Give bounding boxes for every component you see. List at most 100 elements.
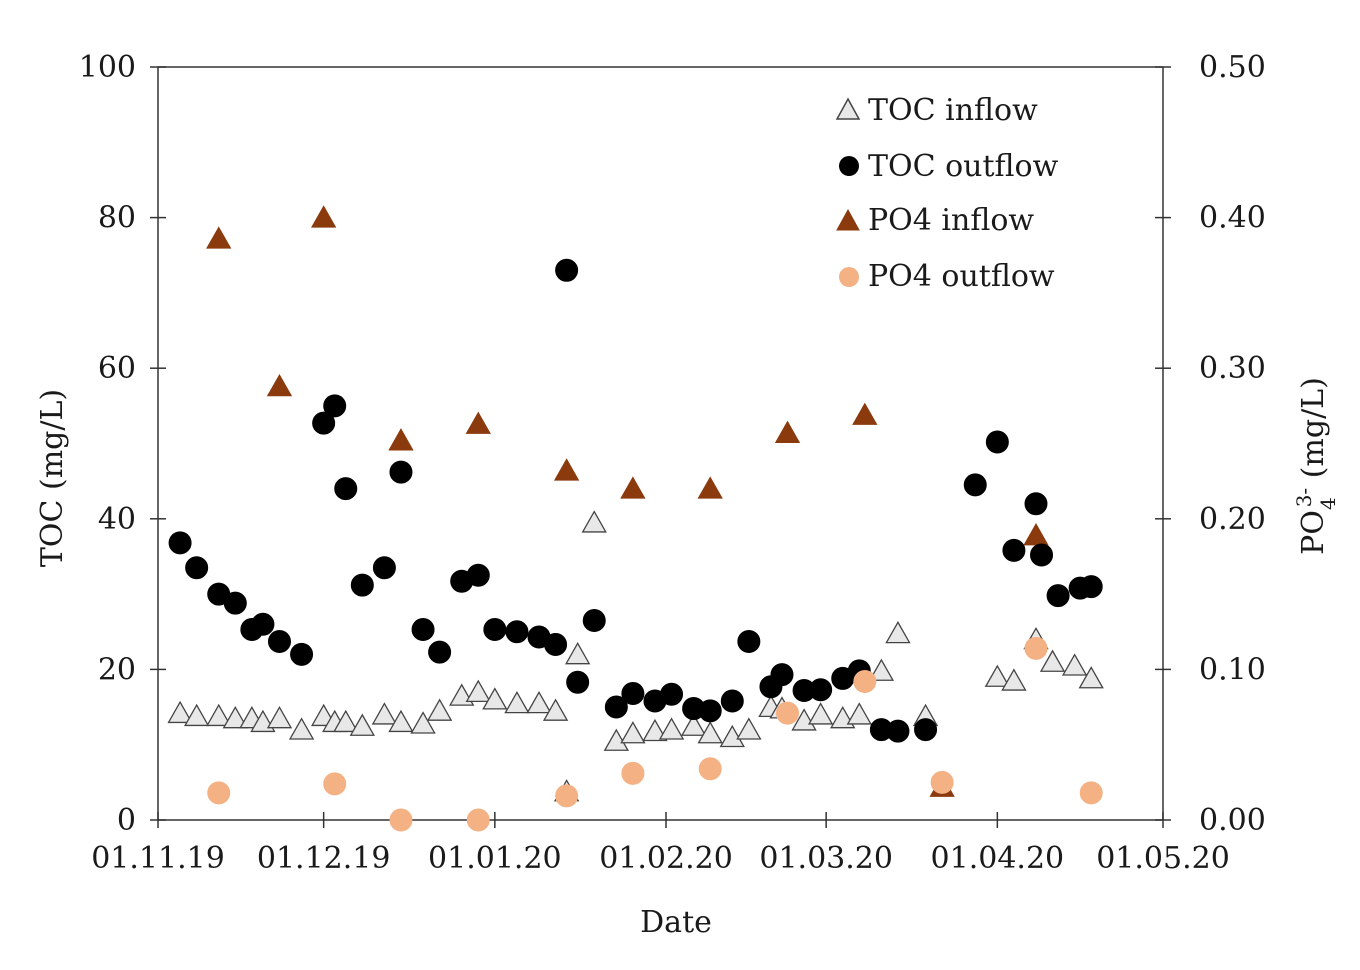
point-toc-outflow [389,460,413,484]
point-toc-outflow [312,411,336,435]
point-po4-inflow [620,476,646,499]
legend-marker-po4-outflow [839,267,859,287]
point-toc-outflow [604,695,628,719]
point-toc-inflow [658,717,685,740]
legend-item-toc-outflow: TOC outflow [839,149,1059,184]
point-toc-outflow [1046,584,1070,608]
series-toc-inflow [167,510,1104,802]
point-po4-inflow [553,458,580,481]
point-po4-outflow [323,772,347,796]
point-toc-inflow [526,690,552,714]
point-toc-outflow [914,718,938,742]
legend-item-po4-inflow: PO4 inflow [836,203,1034,238]
point-toc-outflow [555,258,579,282]
y-axis-right-title-unit: (mg/L) [1296,377,1331,488]
point-toc-inflow [288,717,315,740]
y-right-tick-label: 0.10 [1199,652,1266,687]
point-toc-inflow [680,713,707,736]
x-tick-label: 01.12.19 [257,841,391,876]
y-left-tick-label: 80 [98,201,136,236]
point-toc-outflow [372,556,396,580]
point-toc-inflow [371,702,398,725]
point-po4-outflow [207,781,231,805]
x-axis-title: Date [640,905,712,940]
legend-marker-po4-inflow [836,208,860,231]
legend: TOC inflow TOC outflow PO4 inflow PO4 ou… [835,93,1059,294]
point-toc-inflow [167,700,193,724]
point-toc-inflow [183,703,210,727]
point-toc-outflow [223,591,247,615]
point-po4-inflow [1023,523,1049,546]
point-toc-outflow [582,608,606,632]
point-toc-inflow [807,702,834,725]
point-toc-inflow [565,642,591,665]
y-left-tick-label: 100 [79,50,136,85]
point-toc-outflow [185,556,209,580]
series-po4-outflow [207,636,1103,832]
point-po4-outflow [1024,636,1048,660]
point-toc-inflow [697,721,723,744]
point-po4-inflow [774,420,801,443]
point-toc-inflow [736,717,762,740]
point-toc-inflow [1039,649,1066,672]
point-toc-outflow [466,563,490,587]
point-po4-outflow [698,757,722,781]
point-toc-outflow [737,630,761,654]
legend-marker-toc-outflow [839,156,859,176]
y-left-tick-label: 20 [98,652,136,687]
legend-item-po4-outflow: PO4 outflow [839,259,1055,294]
point-toc-outflow [621,681,645,705]
y-right-tick-label: 0.30 [1199,351,1266,386]
legend-label-toc-outflow: TOC outflow [868,149,1059,184]
point-po4-inflow [310,205,337,228]
point-toc-inflow [426,698,453,721]
point-po4-outflow [389,808,413,832]
legend-marker-toc-inflow [835,97,861,120]
y-right-tick-label: 0.40 [1199,201,1266,236]
point-po4-inflow [388,428,414,451]
point-toc-inflow [1061,653,1088,676]
point-toc-inflow [206,703,232,727]
point-po4-outflow [555,784,579,808]
point-po4-inflow [465,411,491,434]
point-toc-inflow [266,706,293,729]
point-toc-inflow [846,702,872,725]
x-tick-label: 01.01.20 [428,841,562,876]
axes-frame [157,66,1164,821]
point-toc-outflow [290,642,314,666]
series-toc-outflow [168,258,1103,743]
point-toc-outflow [963,473,987,497]
y-left-tick-label: 60 [98,351,136,386]
point-toc-inflow [642,718,668,742]
point-toc-outflow [411,617,435,641]
x-tick-label: 01.11.19 [91,841,225,876]
data-points [167,205,1104,832]
point-toc-outflow [483,617,507,641]
point-toc-outflow [334,477,358,501]
point-toc-inflow [620,721,646,744]
point-toc-outflow [428,640,452,664]
point-toc-outflow [1002,538,1026,562]
point-toc-outflow [660,682,684,706]
point-toc-inflow [482,687,508,710]
point-toc-inflow [349,713,375,736]
y-right-tick-label: 0.00 [1199,803,1266,838]
point-toc-outflow [251,612,275,636]
y-right-tick-label: 0.20 [1199,502,1266,537]
point-toc-inflow [542,698,569,721]
point-toc-outflow [720,689,744,713]
y-axis-right-title-sub: 4 [1316,497,1340,510]
point-toc-inflow [222,706,248,729]
point-toc-inflow [465,679,491,702]
point-toc-inflow [410,711,436,734]
point-po4-outflow [1079,781,1103,805]
y-axis-right-title-main: PO [1296,510,1331,555]
x-tick-label: 01.05.20 [1096,841,1230,876]
legend-label-toc-inflow: TOC inflow [868,93,1038,128]
point-toc-outflow [1030,543,1054,567]
point-toc-inflow [885,620,911,644]
y-axis-right-title-sup: 3- [1292,488,1316,507]
point-toc-outflow [544,633,568,657]
y-axis-left-title: TOC (mg/L) [35,389,70,567]
